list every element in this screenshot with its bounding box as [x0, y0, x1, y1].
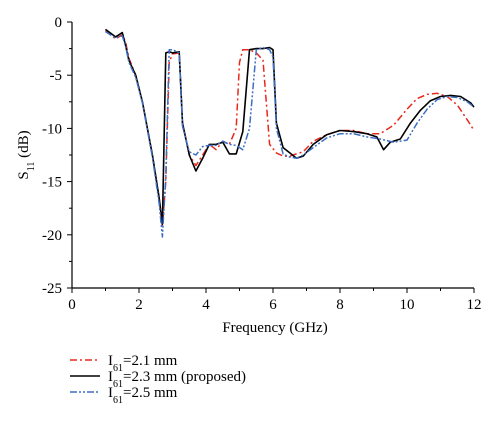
y-tick-label: 0: [55, 15, 63, 31]
y-tick-label: -20: [42, 228, 62, 244]
legend-label-3: I61=2.5 mm: [108, 385, 178, 406]
y-axis-title: S11 (dB): [16, 130, 37, 179]
x-tick-label: 12: [467, 297, 482, 313]
y-tick-label: -10: [42, 121, 62, 137]
series-line-3: [105, 30, 475, 238]
legend-label-1: I61=2.1 mm: [108, 353, 178, 374]
x-tick-label: 10: [400, 297, 415, 313]
y-tick-label: -25: [42, 281, 62, 297]
legend-label-2: I61=2.3 mm (proposed): [108, 369, 246, 390]
x-axis-title: Frequency (GHz): [222, 320, 327, 336]
x-tick-label: 6: [269, 297, 277, 313]
x-tick-label: 2: [135, 297, 143, 313]
y-tick-label: -15: [42, 175, 62, 191]
x-tick-label: 4: [202, 297, 210, 313]
series-line-1: [105, 29, 475, 228]
y-tick-label: -5: [50, 68, 63, 84]
x-tick-label: 8: [336, 297, 344, 313]
series-line-2: [105, 28, 475, 225]
x-tick-label: 0: [68, 297, 76, 313]
